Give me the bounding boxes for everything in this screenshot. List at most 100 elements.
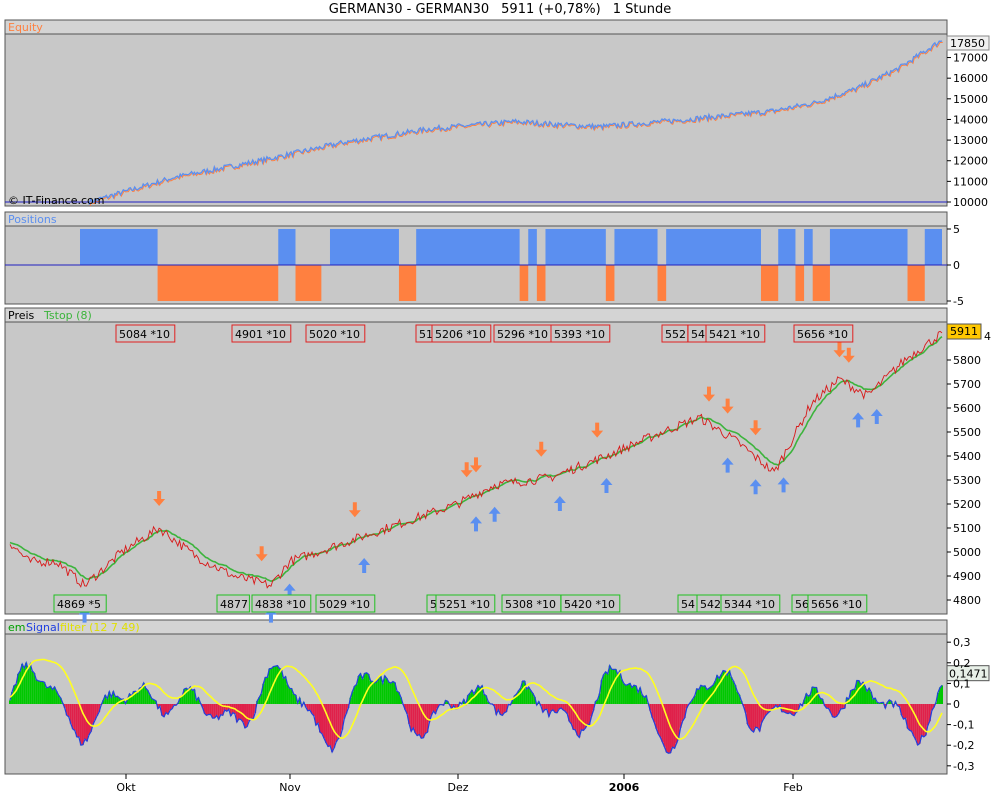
long-position-bar [804, 229, 813, 265]
long-trade-box [807, 594, 868, 613]
short-trade-label: 54 [691, 328, 705, 341]
price-tick-label: 5000 [953, 546, 981, 559]
oscillator-last-box [946, 665, 990, 682]
oscillator-tick-label: 0,2 [953, 657, 971, 670]
signal-line [9, 658, 943, 740]
oscillator-label-signal: Signal [26, 621, 60, 634]
buy-arrow-icon [600, 478, 613, 493]
short-position-bar [907, 265, 925, 301]
short-position-bar [657, 265, 667, 301]
oscillator-tick-label: 0 [953, 698, 960, 711]
short-position-bar [605, 265, 615, 301]
oscillator-tick-label: -0,3 [953, 760, 974, 773]
x-tick-label: Okt [116, 781, 136, 794]
sell-arrow-icon [842, 347, 855, 363]
buy-arrow-icon [470, 516, 482, 532]
short-position-bar [157, 265, 279, 301]
chart-title: GERMAN30 - GERMAN30 5911 (+0,78%) 1 Stunde [0, 0, 1000, 20]
short-position-bar [536, 265, 546, 301]
long-position-bar [528, 229, 537, 265]
short-trade-label: 51 [419, 328, 433, 341]
short-trade-label: 5296 *10 [497, 328, 548, 341]
positions-tick-label: 5 [953, 223, 960, 236]
short-position-bar [760, 265, 779, 301]
short-trade-label: 4901 *10 [235, 328, 286, 341]
equity-panel [4, 19, 948, 207]
long-position-bar [278, 229, 296, 265]
equity-tick-label: 13000 [953, 134, 988, 147]
sell-arrow-icon [535, 441, 548, 457]
long-trade-label: 5420 *10 [564, 598, 615, 611]
short-position-bar [812, 265, 830, 301]
price-tick-label: 5400 [953, 450, 981, 463]
y-axes: 10000 11000 12000 13000 14000 15000 16000 17000… [946, 35, 991, 773]
x-axis: Okt Nov Dez 2006 Feb [116, 774, 803, 794]
equity-line [88, 40, 943, 205]
price-tick-label: 5300 [953, 474, 981, 487]
oscillator-label-filter: filter (12 7 49) [60, 621, 140, 634]
short-trade-box [231, 324, 292, 343]
last-price-value: 5911 [950, 325, 978, 338]
sell-arrow-icon [749, 420, 762, 436]
long-trade-label: 5308 *10 [505, 598, 556, 611]
short-trade-label: 5206 *10 [435, 328, 486, 341]
price-panel-label: Preis [8, 309, 35, 322]
price-tick-label: 5500 [953, 426, 981, 439]
price-label: 5911 (+0,78%) [501, 2, 601, 17]
long-trade-label: 4869 *5 [57, 598, 101, 611]
long-trade-label: 5251 *10 [439, 598, 490, 611]
price-panel-header [4, 307, 948, 323]
long-trade-label: 56 [795, 598, 809, 611]
short-trade-label: 5084 *10 [119, 328, 170, 341]
price-tick-label: 5100 [953, 522, 981, 535]
equity-panel-label: Equity [8, 21, 43, 34]
symbol-label: GERMAN30 - GERMAN30 [328, 2, 490, 17]
sell-arrow-icon [591, 422, 604, 438]
positions-panel-header [4, 211, 948, 227]
price-tick-label: 5200 [953, 498, 981, 511]
price-last-right: 4 [984, 330, 991, 343]
price-tick-label: 5800 [953, 354, 981, 367]
buy-arrow-icon [283, 583, 296, 599]
positions-tick-label: -5 [953, 295, 964, 308]
oscillator-label-em: em [8, 621, 25, 634]
short-position-bar [398, 265, 417, 301]
oscillator-tick-label: -0,2 [953, 739, 974, 752]
equity-series [5, 40, 947, 207]
sell-arrow-icon [470, 457, 482, 473]
last-price-box [946, 323, 982, 340]
x-tick-label: Nov [279, 781, 301, 794]
equity-last-value: 17850 [950, 37, 985, 50]
oscillator-tick-label: -0,1 [953, 719, 974, 732]
positions-panel-label: Positions [8, 213, 57, 226]
equity-tick-label: 10000 [953, 196, 988, 209]
oscillator-series: 0,1471 [9, 658, 990, 754]
price-tick-label: 5600 [953, 402, 981, 415]
oscillator-tick-label: 0,1 [953, 677, 971, 690]
trade-labels: 5084 *10 4901 *10 5020 *10 51 5206 *10 5296 *… [53, 324, 868, 613]
price-series: 5911 [9, 323, 982, 623]
long-trade-box [53, 594, 107, 613]
short-trade-label: 5656 *10 [797, 328, 848, 341]
long-trade-box [315, 594, 376, 613]
long-position-bar [545, 229, 606, 265]
long-position-bar [614, 229, 658, 265]
long-position-bar [666, 229, 761, 265]
short-position-bar [795, 265, 805, 301]
price-tick-label: 4900 [953, 570, 981, 583]
oscillator-panel-header [4, 619, 948, 635]
oscillator-line [9, 660, 943, 754]
tstop-line [9, 336, 943, 583]
buy-arrow-icon [777, 477, 790, 493]
positions-tick-label: 0 [953, 259, 960, 272]
x-tick-label: 2006 [609, 781, 640, 794]
long-trade-label: 5029 *10 [319, 598, 370, 611]
long-trade-label: 5 [430, 598, 437, 611]
buy-arrow-icon [870, 409, 883, 424]
price-tick-label: 4800 [953, 594, 981, 607]
equity-last-box [946, 35, 990, 51]
x-tick-label: Feb [783, 781, 802, 794]
equity-tick-label: 17000 [953, 52, 988, 65]
sell-arrow-icon [348, 502, 361, 518]
